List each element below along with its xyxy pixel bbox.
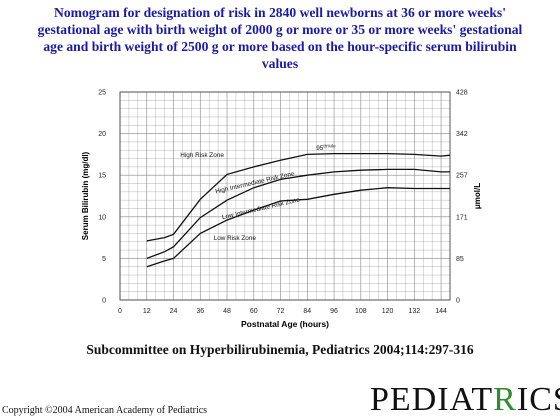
- axes: 0 12 24 36 48 60 72 84 96 108 120 132 144 0 5 10 15 20 25 0…: [98, 90, 468, 316]
- citation: Subcommittee on Hyperbilirubinemia, Pedi…: [86, 342, 474, 357]
- y2-tick-label: 0: [456, 298, 460, 305]
- zone-label-1: High Risk Zone: [180, 152, 224, 159]
- plot-frame: [119, 91, 451, 301]
- x-tick-label: 72: [277, 308, 285, 315]
- x-axis-label: Postnatal Age (hours): [241, 319, 329, 329]
- x-tick-label: 96: [330, 308, 338, 315]
- pediatrics-logo: PEDIATRICS: [370, 380, 560, 420]
- risk-curves: [146, 152, 451, 268]
- title-line-2: gestational age with birth weight of 200…: [37, 22, 523, 37]
- risk-curve-2: [146, 168, 450, 260]
- zone-label-2: 95th%ile: [316, 144, 336, 153]
- y-tick-label: 15: [98, 173, 106, 180]
- title-line-4: values: [261, 56, 299, 71]
- x-tick-label: 144: [435, 308, 447, 315]
- x-tick-label: 132: [408, 308, 420, 315]
- y2-axis-label: μmol/L: [473, 183, 482, 209]
- risk-curve-3: [146, 187, 450, 268]
- x-tick-label: 48: [223, 308, 231, 315]
- y-tick-label: 20: [98, 131, 106, 138]
- y-tick-label: 5: [102, 256, 106, 263]
- risk-curve-1: [146, 152, 451, 242]
- y2-tick-label: 428: [456, 90, 468, 97]
- copyright-notice: Copyright ©2004 American Academy of Pedi…: [2, 405, 208, 416]
- grid: [119, 91, 451, 301]
- logo-text: PEDIATRICS: [370, 381, 560, 418]
- x-tick-label: 0: [118, 308, 122, 315]
- x-tick-label: 24: [170, 308, 178, 315]
- y2-tick-label: 257: [456, 173, 468, 180]
- y2-tick-label: 171: [456, 214, 468, 221]
- y-tick-label: 25: [98, 90, 106, 97]
- x-tick-label: 36: [196, 308, 204, 315]
- title-line-3: age and birth weight of 2500 g or more b…: [43, 39, 517, 54]
- x-tick-label: 120: [382, 308, 394, 315]
- chart-title: Nomogram for designation of risk in 2840…: [0, 4, 560, 72]
- x-tick-label: 84: [303, 308, 311, 315]
- x-tick-label: 12: [143, 308, 151, 315]
- y-tick-label: 10: [98, 214, 106, 221]
- y-tick-label: 0: [102, 298, 106, 305]
- zone-label-5: Low Risk Zone: [214, 235, 257, 242]
- title-line-1: Nomogram for designation of risk in 2840…: [54, 5, 506, 20]
- bilirubin-nomogram-chart: 0 12 24 36 48 60 72 84 96 108 120 132 144 0 5 10 15 20 25 0…: [81, 90, 482, 330]
- x-tick-label: 60: [250, 308, 258, 315]
- x-tick-label: 108: [355, 308, 367, 315]
- y2-tick-label: 85: [456, 256, 464, 263]
- y-axis-label: Serum Bilirubin (mg/dl): [81, 151, 90, 240]
- y2-tick-label: 342: [456, 131, 468, 138]
